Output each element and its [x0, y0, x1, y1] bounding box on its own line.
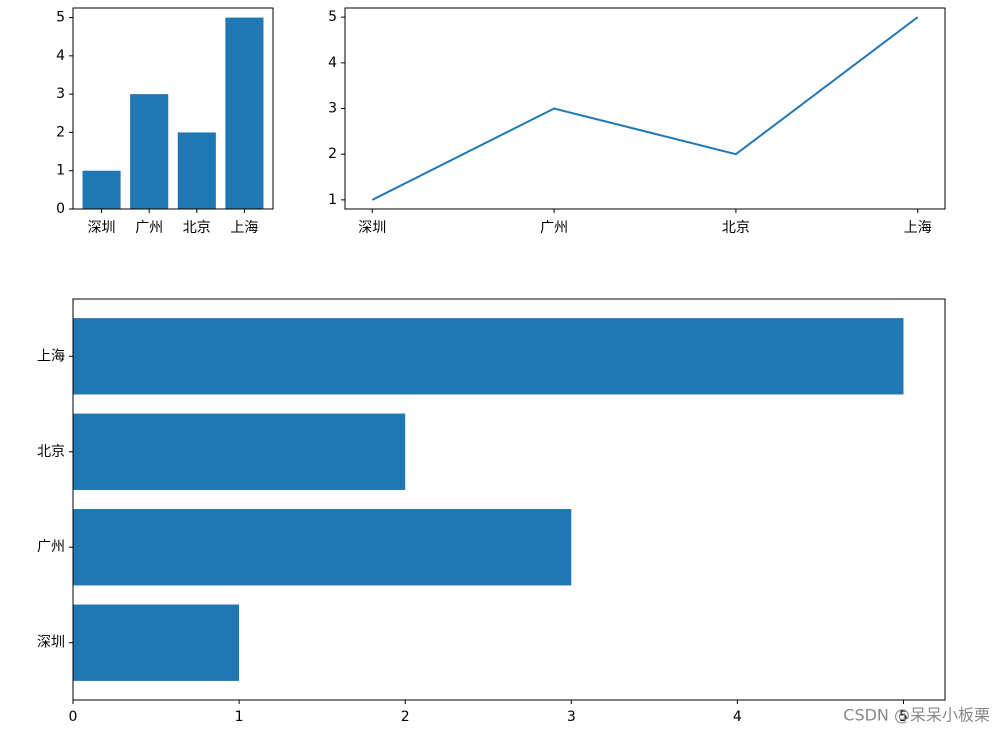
y-tick-label: 4	[56, 48, 65, 64]
y-tick-label: 4	[328, 55, 337, 71]
y-tick-label: 3	[56, 86, 65, 102]
axes-frame	[72, 298, 946, 701]
x-tick-label: 北京	[722, 220, 750, 236]
y-tick-label: 深圳	[37, 635, 65, 651]
x-tick-label: 深圳	[358, 220, 386, 236]
y-tick-label: 0	[56, 201, 65, 217]
y-tick-label: 2	[328, 146, 337, 162]
y-tick-label: 5	[328, 9, 337, 25]
bar	[225, 17, 264, 210]
x-tick-label: 4	[733, 709, 742, 725]
y-tick-label: 北京	[37, 444, 65, 460]
x-tick-label: 1	[235, 709, 244, 725]
axes-frame	[72, 7, 274, 210]
axes-frame	[344, 7, 946, 210]
x-tick-label: 深圳	[88, 220, 116, 236]
bar	[73, 413, 406, 490]
x-tick-label: 5	[899, 709, 908, 725]
y-tick-label: 1	[56, 163, 65, 179]
bar	[73, 318, 904, 395]
x-tick-label: 0	[69, 709, 78, 725]
y-tick-label: 1	[328, 192, 337, 208]
x-tick-label: 广州	[540, 220, 568, 236]
x-tick-label: 2	[401, 709, 410, 725]
bar	[82, 170, 121, 209]
bar	[177, 132, 216, 209]
y-tick-label: 上海	[37, 348, 65, 364]
x-tick-label: 上海	[230, 220, 258, 236]
line	[371, 16, 919, 201]
bar	[130, 94, 169, 209]
x-tick-label: 北京	[183, 220, 211, 236]
bar	[73, 604, 240, 681]
y-tick-label: 2	[56, 124, 65, 140]
bar	[73, 509, 572, 586]
x-tick-label: 3	[567, 709, 576, 725]
watermark: CSDN @呆呆小板栗	[843, 706, 990, 725]
x-tick-label: 广州	[135, 220, 163, 236]
y-tick-label: 广州	[37, 539, 65, 555]
y-tick-label: 5	[56, 10, 65, 26]
y-tick-label: 3	[328, 101, 337, 117]
x-tick-label: 上海	[904, 220, 932, 236]
